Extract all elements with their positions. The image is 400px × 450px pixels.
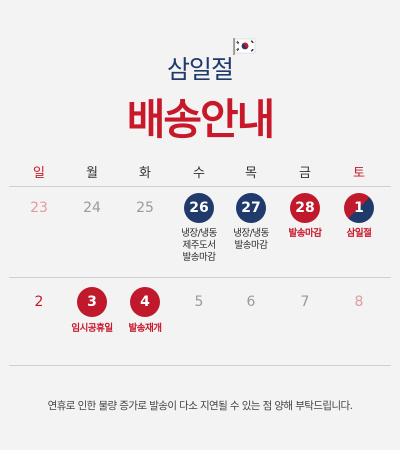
calendar-day: 8 [354,294,364,310]
weekday-sat: 토 [353,166,365,181]
weekday-mon: 월 [86,166,98,181]
divider [9,277,391,278]
calendar-day-highlight: 3 [77,287,107,317]
day-note: 냉장/냉동 제주도서 발송마감 [181,228,217,263]
weekday-thu: 목 [245,166,257,181]
weekday-fri: 금 [299,166,311,181]
calendar-day: 5 [194,294,204,310]
calendar-day-highlight: 4 [130,287,160,317]
weekday-tue: 화 [139,166,151,181]
calendar-day-highlight: 26 [184,193,214,223]
day-note: 임시공휴일 [71,323,113,334]
day-note: 발송재개 [128,323,162,334]
day-note: 발송마감 [288,228,322,239]
day-note: 삼일절 [346,228,372,239]
weekday-wed: 수 [193,166,205,181]
calendar-day-highlight: 28 [290,193,320,223]
day-note: 냉장/냉동 발송마감 [233,228,269,251]
calendar-day-highlight: 27 [236,193,266,223]
calendar-day: 23 [30,200,48,216]
korea-flag-icon [233,38,256,55]
page-title: 배송안내 [126,95,276,144]
footer-notice: 연휴로 인한 물량 증가로 발송이 다소 지연될 수 있는 점 양해 부탁드립니… [47,400,353,412]
calendar-day: 6 [246,294,256,310]
weekday-header: 일 월 화 수 목 금 토 [0,162,400,182]
calendar-day: 7 [300,294,310,310]
calendar-day: 2 [34,294,44,310]
divider [9,365,391,366]
calendar-day-holiday: 1 [344,193,374,223]
calendar-day: 24 [83,200,101,216]
page-subtitle: 삼일절 [166,55,234,84]
divider [9,186,391,187]
calendar-day: 25 [136,200,154,216]
weekday-sun: 일 [33,166,45,181]
